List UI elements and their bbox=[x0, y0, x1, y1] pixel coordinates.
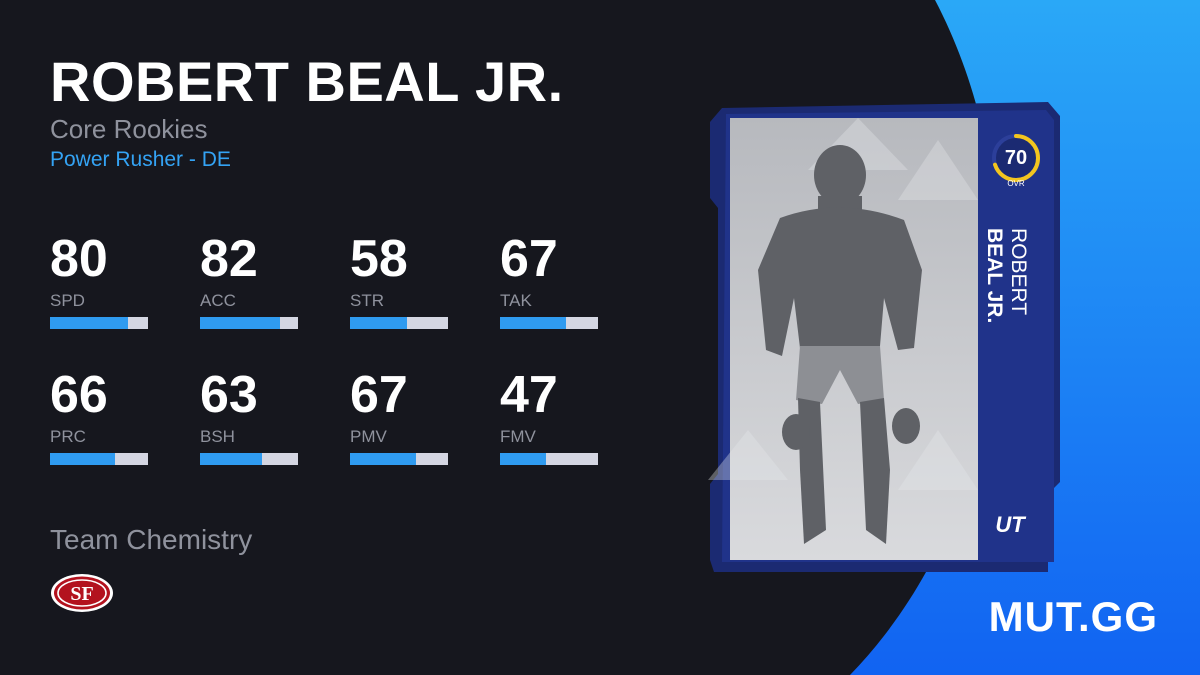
ovr-label: OVR bbox=[1007, 179, 1025, 188]
stat-bar bbox=[500, 317, 598, 329]
stat-value: 82 bbox=[200, 230, 258, 288]
stat-value: 66 bbox=[50, 366, 108, 424]
stat-bar bbox=[350, 317, 448, 329]
player-card[interactable]: 70 OVR ROBERT BEAL JR. UT bbox=[708, 100, 1064, 576]
stat-label: SPD bbox=[50, 291, 85, 310]
team-chemistry-title: Team Chemistry bbox=[50, 524, 253, 555]
stat-bar-fill bbox=[350, 317, 407, 329]
ut-badge: UT bbox=[995, 512, 1026, 537]
stat-pmv: 67 PMV bbox=[350, 367, 450, 465]
stat-value: 58 bbox=[350, 230, 408, 288]
svg-text:SF: SF bbox=[70, 583, 93, 605]
ovr-value: 70 bbox=[1005, 147, 1027, 169]
stat-str: 58 STR bbox=[350, 231, 450, 329]
stat-bar-fill bbox=[200, 453, 262, 465]
stat-value: 80 bbox=[50, 230, 108, 288]
stat-bar-fill bbox=[500, 317, 566, 329]
49ers-logo-icon[interactable]: SF bbox=[50, 573, 114, 613]
player-photo bbox=[758, 145, 922, 544]
stat-bar bbox=[50, 317, 148, 329]
stat-spd: 80 SPD bbox=[50, 231, 150, 329]
stat-value: 67 bbox=[350, 366, 408, 424]
stat-label: TAK bbox=[500, 291, 532, 310]
stat-prc: 66 PRC bbox=[50, 367, 150, 465]
stat-value: 47 bbox=[500, 366, 558, 424]
stat-label: ACC bbox=[200, 291, 236, 310]
stat-bar-fill bbox=[350, 453, 416, 465]
stat-label: FMV bbox=[500, 427, 536, 446]
stat-tak: 67 TAK bbox=[500, 231, 600, 329]
card-first-name: ROBERT bbox=[1007, 228, 1030, 315]
card-last-name: BEAL JR. bbox=[983, 228, 1006, 323]
stat-value: 67 bbox=[500, 230, 558, 288]
stat-bar-fill bbox=[200, 317, 281, 329]
archetype-label: Power Rusher - DE bbox=[50, 148, 231, 171]
stat-acc: 82 ACC bbox=[200, 231, 300, 329]
stat-label: STR bbox=[350, 291, 384, 310]
stat-bar bbox=[500, 453, 598, 465]
stat-bar-fill bbox=[50, 317, 129, 329]
stat-bar bbox=[350, 453, 448, 465]
stat-label: PMV bbox=[350, 427, 387, 446]
stat-label: BSH bbox=[200, 427, 235, 446]
stat-fmv: 47 FMV bbox=[500, 367, 600, 465]
stat-value: 63 bbox=[200, 366, 258, 424]
stat-bar-fill bbox=[50, 453, 115, 465]
ovr-ring bbox=[992, 134, 1040, 182]
program-name: Core Rookies bbox=[50, 114, 208, 144]
stat-bar bbox=[200, 317, 298, 329]
stat-bar bbox=[200, 453, 298, 465]
brand-logo[interactable]: MUT.GG bbox=[988, 593, 1158, 640]
player-name: ROBERT BEAL JR. bbox=[50, 50, 564, 113]
stat-label: PRC bbox=[50, 427, 86, 446]
stat-bar bbox=[50, 453, 148, 465]
stat-bsh: 63 BSH bbox=[200, 367, 300, 465]
stat-bar-fill bbox=[500, 453, 547, 465]
